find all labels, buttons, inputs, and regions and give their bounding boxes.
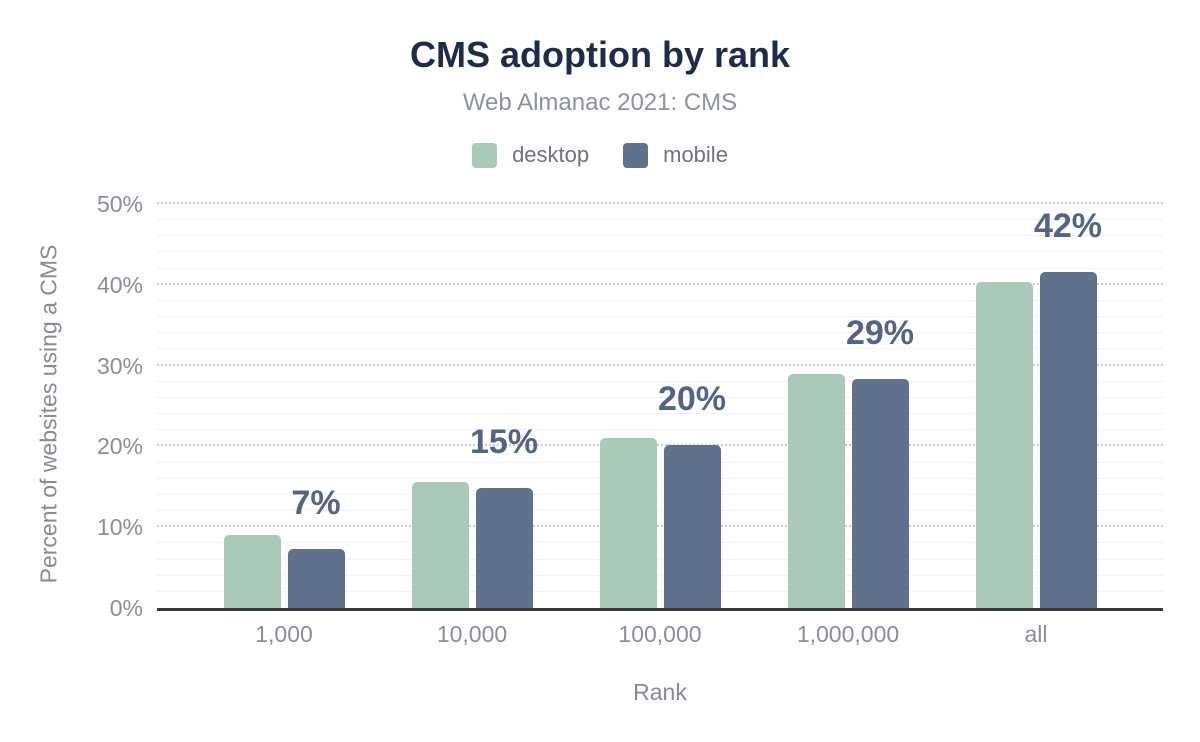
- minor-gridline-34: [157, 332, 1163, 334]
- chart-title: CMS adoption by rank: [409, 34, 791, 75]
- y-tick-30: 30%: [96, 352, 143, 379]
- chart-subtitle: Web Almanac 2021: CMS: [462, 89, 738, 116]
- bars-container: 7% 15% 20% 29% 42%: [190, 204, 1130, 608]
- legend-label-desktop: desktop: [512, 142, 590, 167]
- minor-gridline-4: [157, 574, 1163, 576]
- bar-mobile-all[interactable]: 42%: [1034, 207, 1102, 608]
- bar-mobile-10,000[interactable]: 15%: [470, 423, 538, 608]
- major-gridline-40: [157, 282, 1163, 285]
- minor-gridline-48: [157, 219, 1163, 221]
- legend-swatch-desktop-icon: [472, 142, 498, 168]
- bar-group-100,000: 20%: [566, 204, 754, 608]
- x-tick-all: all: [1024, 621, 1048, 647]
- legend-label-mobile: mobile: [663, 142, 728, 167]
- minor-gridline-46: [157, 235, 1163, 237]
- bar-desktop-all[interactable]: [975, 282, 1033, 608]
- x-axis-ticks: 1,000 10,000 100,000 1,000,000 all: [190, 621, 1130, 647]
- legend-item-mobile: mobile: [623, 142, 728, 168]
- bar-value-label-10,000: 15%: [469, 422, 539, 461]
- bar-mobile-1,000,000[interactable]: 29%: [846, 314, 914, 608]
- minor-gridline-6: [157, 558, 1163, 560]
- x-axis-title: Rank: [633, 679, 687, 705]
- y-tick-40: 40%: [96, 271, 143, 298]
- bar-value-label-1,000: 7%: [291, 484, 341, 523]
- major-gridline-20: [157, 444, 1163, 447]
- minor-gridline-24: [157, 413, 1163, 415]
- bar-mobile-1,000[interactable]: 7%: [287, 484, 345, 608]
- minor-gridline-28: [157, 380, 1163, 382]
- bar-group-1,000: 7%: [190, 204, 378, 608]
- bar-value-label-100,000: 20%: [657, 379, 727, 418]
- minor-gridline-26: [157, 396, 1163, 398]
- bar-desktop-1,000,000[interactable]: [787, 373, 845, 608]
- major-gridline-30: [157, 363, 1163, 366]
- minor-gridline-16: [157, 477, 1163, 479]
- legend-item-desktop: desktop: [472, 142, 589, 168]
- legend: desktop mobile: [0, 142, 1200, 168]
- minor-gridline-18: [157, 461, 1163, 463]
- minor-gridline-2: [157, 590, 1163, 592]
- major-gridline-50: [157, 202, 1163, 204]
- major-gridline-10: [157, 525, 1163, 528]
- bar-mobile-100,000[interactable]: 20%: [658, 380, 726, 608]
- minor-gridline-22: [157, 429, 1163, 431]
- bar-value-label-all: 42%: [1033, 206, 1103, 245]
- legend-swatch-mobile-icon: [623, 142, 649, 168]
- x-tick-1,000,000: 1,000,000: [796, 621, 900, 647]
- bar-group-10,000: 15%: [378, 204, 566, 608]
- minor-gridline-44: [157, 251, 1163, 253]
- plot-area: 7% 15% 20% 29% 42%: [157, 202, 1163, 611]
- y-tick-10: 10%: [96, 514, 143, 541]
- minor-gridline-12: [157, 510, 1163, 512]
- minor-gridline-36: [157, 316, 1163, 318]
- minor-gridline-42: [157, 267, 1163, 269]
- x-tick-1,000: 1,000: [255, 621, 313, 647]
- bar-desktop-1,000[interactable]: [223, 535, 281, 608]
- bar-desktop-10,000[interactable]: [411, 481, 469, 608]
- minor-gridline-8: [157, 542, 1163, 544]
- bar-group-1,000,000: 29%: [754, 204, 942, 608]
- x-tick-10,000: 10,000: [436, 621, 508, 647]
- minor-gridline-38: [157, 299, 1163, 301]
- bar-value-label-1,000,000: 29%: [845, 313, 915, 352]
- bar-group-all: 42%: [942, 204, 1130, 608]
- y-tick-0: 0%: [109, 595, 143, 621]
- x-tick-100,000: 100,000: [618, 621, 702, 647]
- y-tick-20: 20%: [96, 433, 143, 460]
- bar-desktop-100,000[interactable]: [599, 438, 657, 608]
- minor-gridline-32: [157, 348, 1163, 350]
- minor-gridline-14: [157, 493, 1163, 495]
- y-tick-50: 50%: [96, 191, 143, 217]
